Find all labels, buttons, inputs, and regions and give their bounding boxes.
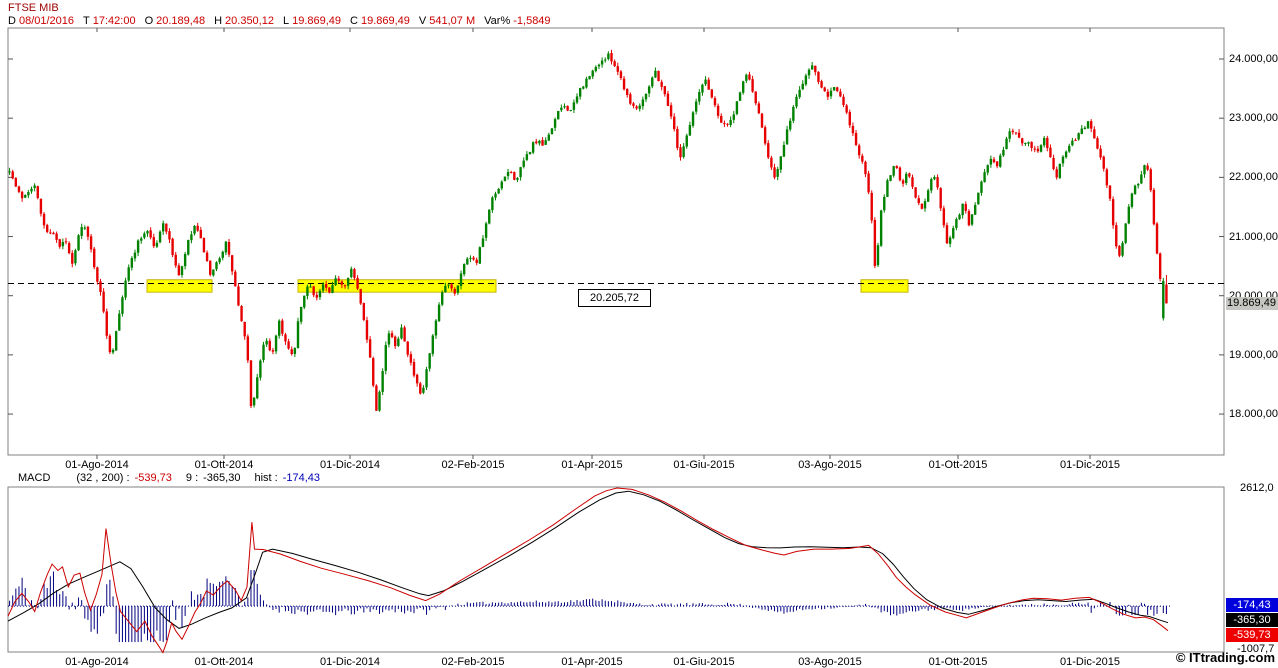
ohlc-row: D 08/01/2016 T 17:42:00 O 20.189,48 H 20.350,12…	[8, 15, 551, 27]
y-axis-tick-label: 23.000,00	[1229, 112, 1278, 125]
macd-axis-max-label: 2612,0	[1240, 482, 1274, 494]
ohlc-label: C	[350, 15, 358, 27]
ohlc-value: -1,5849	[513, 15, 551, 27]
macd-param-label: (32 , 200) :	[76, 472, 130, 484]
last-price-tag: 19.869,49	[1226, 296, 1278, 310]
ohlc-label: O	[144, 15, 154, 27]
ohlc-label: L	[282, 15, 290, 27]
ohlc-label: V	[418, 15, 427, 27]
x-axis-tick-label: 01-Dic-2015	[1060, 656, 1120, 668]
ohlc-label: Var%	[484, 15, 511, 27]
x-axis-tick-label: 01-Ott-2014	[194, 656, 254, 668]
candles-layer	[8, 49, 1168, 412]
y-axis-tick-label: 18.000,00	[1229, 408, 1278, 421]
ohlc-value: 20.350,12	[225, 15, 274, 27]
ohlc-value: 20.189,48	[156, 15, 206, 27]
macd-header: MACD (32 , 200) : -539,73 9 : -365,30 hist :-…	[18, 472, 320, 484]
x-axis-tick-label: 01-Dic-2015	[1060, 459, 1120, 471]
support-zone	[146, 279, 213, 293]
y-axis-tick-label: 21.000,00	[1229, 230, 1278, 243]
ohlc-value: 19.869,49	[360, 15, 410, 27]
macd-param-value: -539,73	[134, 472, 172, 484]
x-axis-tick-label: 01-Ago-2014	[65, 459, 129, 471]
macd-value-tag: -365,30	[1226, 613, 1278, 627]
support-zone	[297, 279, 497, 293]
ohlc-value: 08/01/2016	[18, 15, 75, 27]
x-axis-tick-label: 01-Ago-2014	[65, 656, 129, 668]
macd-param-label: hist :	[254, 472, 278, 484]
x-axis-tick-label: 01-Ott-2015	[928, 656, 988, 668]
x-axis-tick-label: 01-Dic-2014	[320, 656, 380, 668]
price-level-label: 20.205,72	[578, 289, 651, 307]
macd-value-tag: -539,73	[1226, 628, 1278, 642]
ohlc-label: H	[214, 15, 223, 27]
support-zone	[860, 279, 909, 293]
macd-param-value: -174,43	[282, 472, 320, 484]
ohlc-label: T	[83, 15, 90, 27]
macd-param-label: MACD	[18, 472, 51, 484]
ohlc-value: 19.869,49	[292, 15, 342, 27]
x-axis-tick-label: 01-Giu-2015	[673, 656, 735, 668]
x-axis-tick-label: 01-Ott-2014	[194, 459, 254, 471]
x-axis-tick-label: 01-Apr-2015	[561, 459, 623, 471]
macd-param-value: -365,30	[203, 472, 241, 484]
x-axis-tick-label: 02-Feb-2015	[441, 656, 505, 668]
ohlc-label: D	[8, 15, 16, 27]
macd-axis-min-label: -1007,7	[1237, 643, 1275, 655]
price-plot-frame	[7, 27, 1225, 456]
y-axis-tick-label: 24.000,00	[1229, 53, 1278, 65]
macd-line	[7, 487, 1169, 654]
x-axis-tick-label: 03-Ago-2015	[798, 459, 862, 471]
x-axis-tick-label: 01-Giu-2015	[673, 459, 735, 471]
x-axis-tick-label: 03-Ago-2015	[798, 656, 862, 668]
x-axis-tick-label: 01-Dic-2014	[320, 459, 380, 471]
watermark: © ITtrading.com	[1175, 650, 1275, 665]
x-axis-tick-label: 02-Feb-2015	[441, 459, 505, 471]
macd-plot-frame	[7, 486, 1225, 653]
ohlc-value: 17:42:00	[92, 15, 136, 27]
y-axis-tick-label: 22.000,00	[1229, 171, 1278, 184]
macd-param-label: 9 :	[185, 472, 199, 484]
macd-value-tag: -174,43	[1226, 598, 1278, 612]
x-axis-tick-label: 01-Apr-2015	[561, 656, 623, 668]
ohlc-value: 541,07 M	[429, 15, 476, 27]
y-axis-tick-label: 19.000,00	[1229, 348, 1278, 361]
x-axis-tick-label: 01-Ott-2015	[928, 459, 988, 471]
instrument-title: FTSE MIB	[8, 2, 59, 14]
